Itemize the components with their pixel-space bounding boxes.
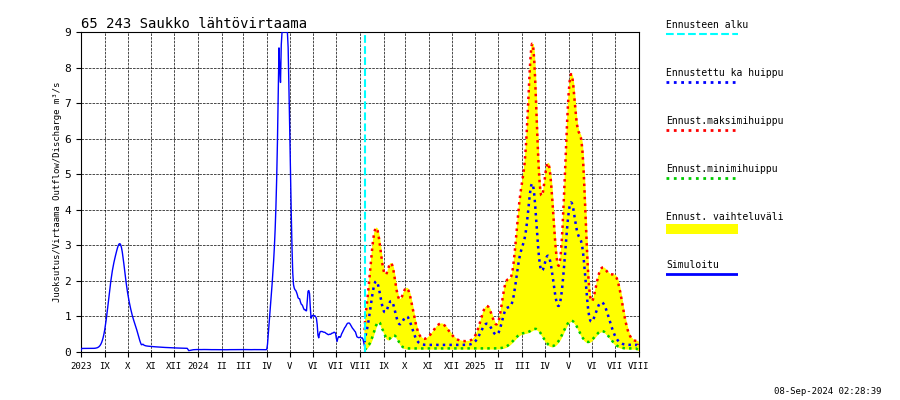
Text: Simuloitu: Simuloitu <box>666 260 719 270</box>
Text: Ennust.maksimihuippu: Ennust.maksimihuippu <box>666 116 784 126</box>
Text: Ennusteen alku: Ennusteen alku <box>666 20 748 30</box>
Text: 08-Sep-2024 02:28:39: 08-Sep-2024 02:28:39 <box>775 387 882 396</box>
Y-axis label: Juoksutus/Virtaama Outflow/Discharge m³/s: Juoksutus/Virtaama Outflow/Discharge m³/… <box>53 82 62 302</box>
Text: Ennust. vaihteluväli: Ennust. vaihteluväli <box>666 212 784 222</box>
Text: Ennust.minimihuippu: Ennust.minimihuippu <box>666 164 778 174</box>
Text: 65 243 Saukko lähtövirtaama: 65 243 Saukko lähtövirtaama <box>81 17 307 31</box>
Text: Ennustettu ka huippu: Ennustettu ka huippu <box>666 68 784 78</box>
